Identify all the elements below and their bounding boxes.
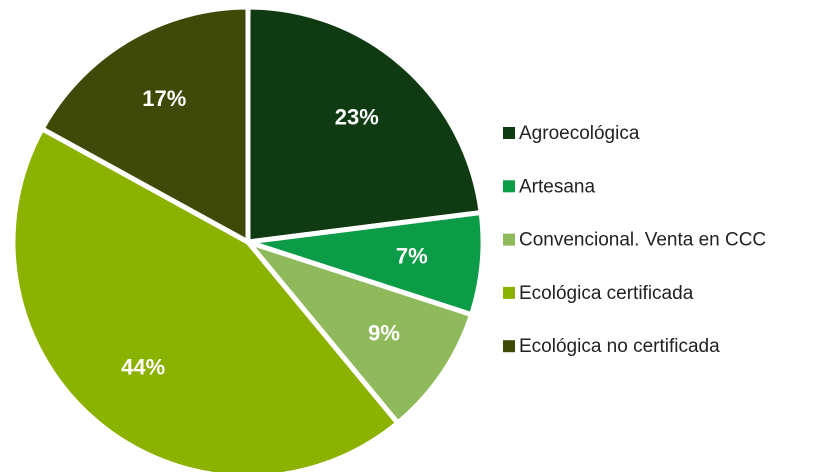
legend-swatch <box>503 286 515 299</box>
legend-swatch <box>503 233 515 246</box>
slice-label: 17% <box>142 86 186 111</box>
slice-label: 23% <box>335 104 379 129</box>
legend-swatch <box>503 340 515 353</box>
legend-label: Ecológica no certificada <box>519 336 720 357</box>
pie-slice <box>245 4 484 245</box>
legend-label: Convencional. Venta en CCC <box>519 230 766 251</box>
slice-label: 7% <box>396 243 428 268</box>
slice-label: 9% <box>368 320 400 345</box>
slice-label: 44% <box>121 355 165 380</box>
pie-slice <box>10 125 402 472</box>
pie-slice <box>240 236 475 427</box>
legend-swatch <box>503 180 515 193</box>
legend-swatch <box>503 127 515 139</box>
legend-label: Artesana <box>519 176 595 197</box>
legend-label: Ecológica certificada <box>519 283 694 304</box>
legend-label: Agroecológica <box>519 123 640 144</box>
pie-slice <box>38 4 251 247</box>
